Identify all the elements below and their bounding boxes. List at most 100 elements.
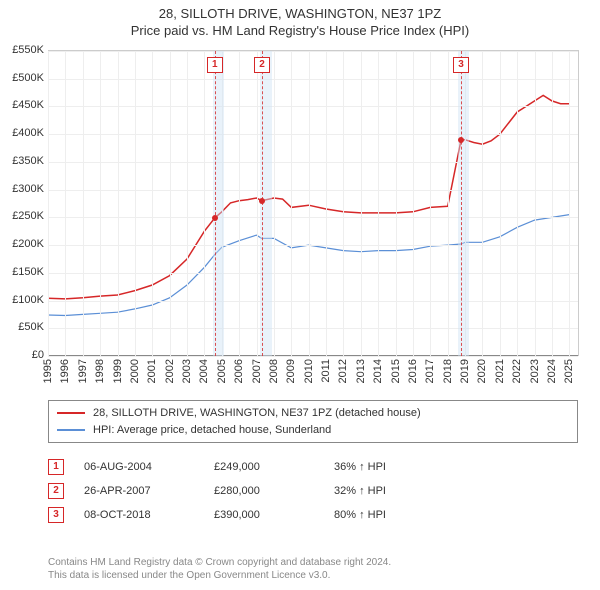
gridline-horizontal (48, 356, 578, 357)
sale-row-marker: 2 (48, 483, 64, 499)
x-tick-label: 2009 (285, 359, 297, 383)
y-tick-label: £300K (4, 183, 44, 195)
y-tick-label: £550K (4, 44, 44, 56)
x-tick-label: 2020 (476, 359, 488, 383)
gridline-horizontal (48, 79, 578, 80)
legend-row-property: 28, SILLOTH DRIVE, WASHINGTON, NE37 1PZ … (57, 405, 569, 422)
gridline-horizontal (48, 106, 578, 107)
gridline-horizontal (48, 51, 578, 52)
x-tick-label: 1999 (112, 359, 124, 383)
title-line-2: Price paid vs. HM Land Registry's House … (0, 23, 600, 40)
x-tick-label: 2003 (181, 359, 193, 383)
legend-and-sales: 28, SILLOTH DRIVE, WASHINGTON, NE37 1PZ … (48, 400, 578, 527)
gridline-vertical (135, 51, 136, 356)
legend-swatch-hpi (57, 429, 85, 431)
sale-row-date: 08-OCT-2018 (84, 509, 194, 521)
footer-attribution: Contains HM Land Registry data © Crown c… (48, 556, 578, 582)
x-tick-label: 2002 (164, 359, 176, 383)
x-tick-label: 2010 (303, 359, 315, 383)
sale-marker-dot (259, 198, 265, 204)
gridline-horizontal (48, 301, 578, 302)
gridline-vertical (517, 51, 518, 356)
gridline-vertical (65, 51, 66, 356)
x-tick-label: 2011 (320, 359, 332, 383)
x-tick-label: 2016 (407, 359, 419, 383)
x-tick-label: 2018 (442, 359, 454, 383)
chart-title: 28, SILLOTH DRIVE, WASHINGTON, NE37 1PZ … (0, 0, 600, 40)
gridline-vertical (187, 51, 188, 356)
plot-area: 123 (48, 50, 579, 356)
gridline-vertical (343, 51, 344, 356)
x-tick-label: 2001 (146, 359, 158, 383)
gridline-vertical (274, 51, 275, 356)
x-tick-label: 2025 (563, 359, 575, 383)
x-tick-label: 2005 (216, 359, 228, 383)
x-tick-label: 2000 (129, 359, 141, 383)
x-tick-label: 2007 (251, 359, 263, 383)
gridline-vertical (257, 51, 258, 356)
line-series-svg (48, 51, 578, 356)
sale-marker-box: 2 (254, 57, 270, 73)
gridline-vertical (535, 51, 536, 356)
sale-row-price: £280,000 (214, 485, 314, 497)
x-tick-label: 2017 (424, 359, 436, 383)
gridline-vertical (396, 51, 397, 356)
legend-row-hpi: HPI: Average price, detached house, Sund… (57, 422, 569, 439)
sale-marker-dot (458, 137, 464, 143)
legend-label-hpi: HPI: Average price, detached house, Sund… (93, 422, 331, 439)
sale-marker-box: 1 (207, 57, 223, 73)
gridline-vertical (413, 51, 414, 356)
x-tick-label: 1996 (59, 359, 71, 383)
gridline-vertical (170, 51, 171, 356)
gridline-vertical (309, 51, 310, 356)
sale-row-date: 06-AUG-2004 (84, 461, 194, 473)
sale-row-date: 26-APR-2007 (84, 485, 194, 497)
gridline-vertical (361, 51, 362, 356)
title-line-1: 28, SILLOTH DRIVE, WASHINGTON, NE37 1PZ (0, 6, 600, 23)
x-tick-label: 2015 (390, 359, 402, 383)
gridline-vertical (48, 51, 49, 356)
y-tick-label: £200K (4, 238, 44, 250)
legend-label-property: 28, SILLOTH DRIVE, WASHINGTON, NE37 1PZ … (93, 405, 421, 422)
x-tick-label: 1998 (94, 359, 106, 383)
gridline-vertical (152, 51, 153, 356)
sale-marker-dot (212, 215, 218, 221)
sale-row-delta: 36% ↑ HPI (334, 461, 578, 473)
gridline-vertical (291, 51, 292, 356)
gridline-horizontal (48, 217, 578, 218)
sale-row-marker: 3 (48, 507, 64, 523)
gridline-vertical (569, 51, 570, 356)
gridline-horizontal (48, 245, 578, 246)
x-tick-label: 2021 (494, 359, 506, 383)
sale-period-band (458, 51, 468, 356)
y-tick-label: £500K (4, 72, 44, 84)
gridline-horizontal (48, 162, 578, 163)
y-tick-label: £350K (4, 155, 44, 167)
footer-line-1: Contains HM Land Registry data © Crown c… (48, 556, 578, 569)
legend-swatch-property (57, 412, 85, 414)
gridline-vertical (430, 51, 431, 356)
chart-container: 28, SILLOTH DRIVE, WASHINGTON, NE37 1PZ … (0, 0, 600, 590)
gridline-vertical (482, 51, 483, 356)
gridline-vertical (100, 51, 101, 356)
y-tick-label: £100K (4, 294, 44, 306)
gridline-vertical (118, 51, 119, 356)
sale-row: 106-AUG-2004£249,00036% ↑ HPI (48, 455, 578, 479)
gridline-vertical (448, 51, 449, 356)
gridline-vertical (83, 51, 84, 356)
gridline-vertical (552, 51, 553, 356)
sale-row-price: £390,000 (214, 509, 314, 521)
y-tick-label: £450K (4, 99, 44, 111)
sale-row-price: £249,000 (214, 461, 314, 473)
x-tick-label: 1997 (77, 359, 89, 383)
gridline-horizontal (48, 328, 578, 329)
y-tick-label: £50K (4, 321, 44, 333)
gridline-vertical (239, 51, 240, 356)
sale-marker-line (461, 51, 462, 356)
x-tick-label: 2008 (268, 359, 280, 383)
sales-table: 106-AUG-2004£249,00036% ↑ HPI226-APR-200… (48, 455, 578, 527)
y-tick-label: £250K (4, 210, 44, 222)
x-tick-label: 1995 (42, 359, 54, 383)
sale-row: 308-OCT-2018£390,00080% ↑ HPI (48, 503, 578, 527)
x-tick-label: 2012 (337, 359, 349, 383)
